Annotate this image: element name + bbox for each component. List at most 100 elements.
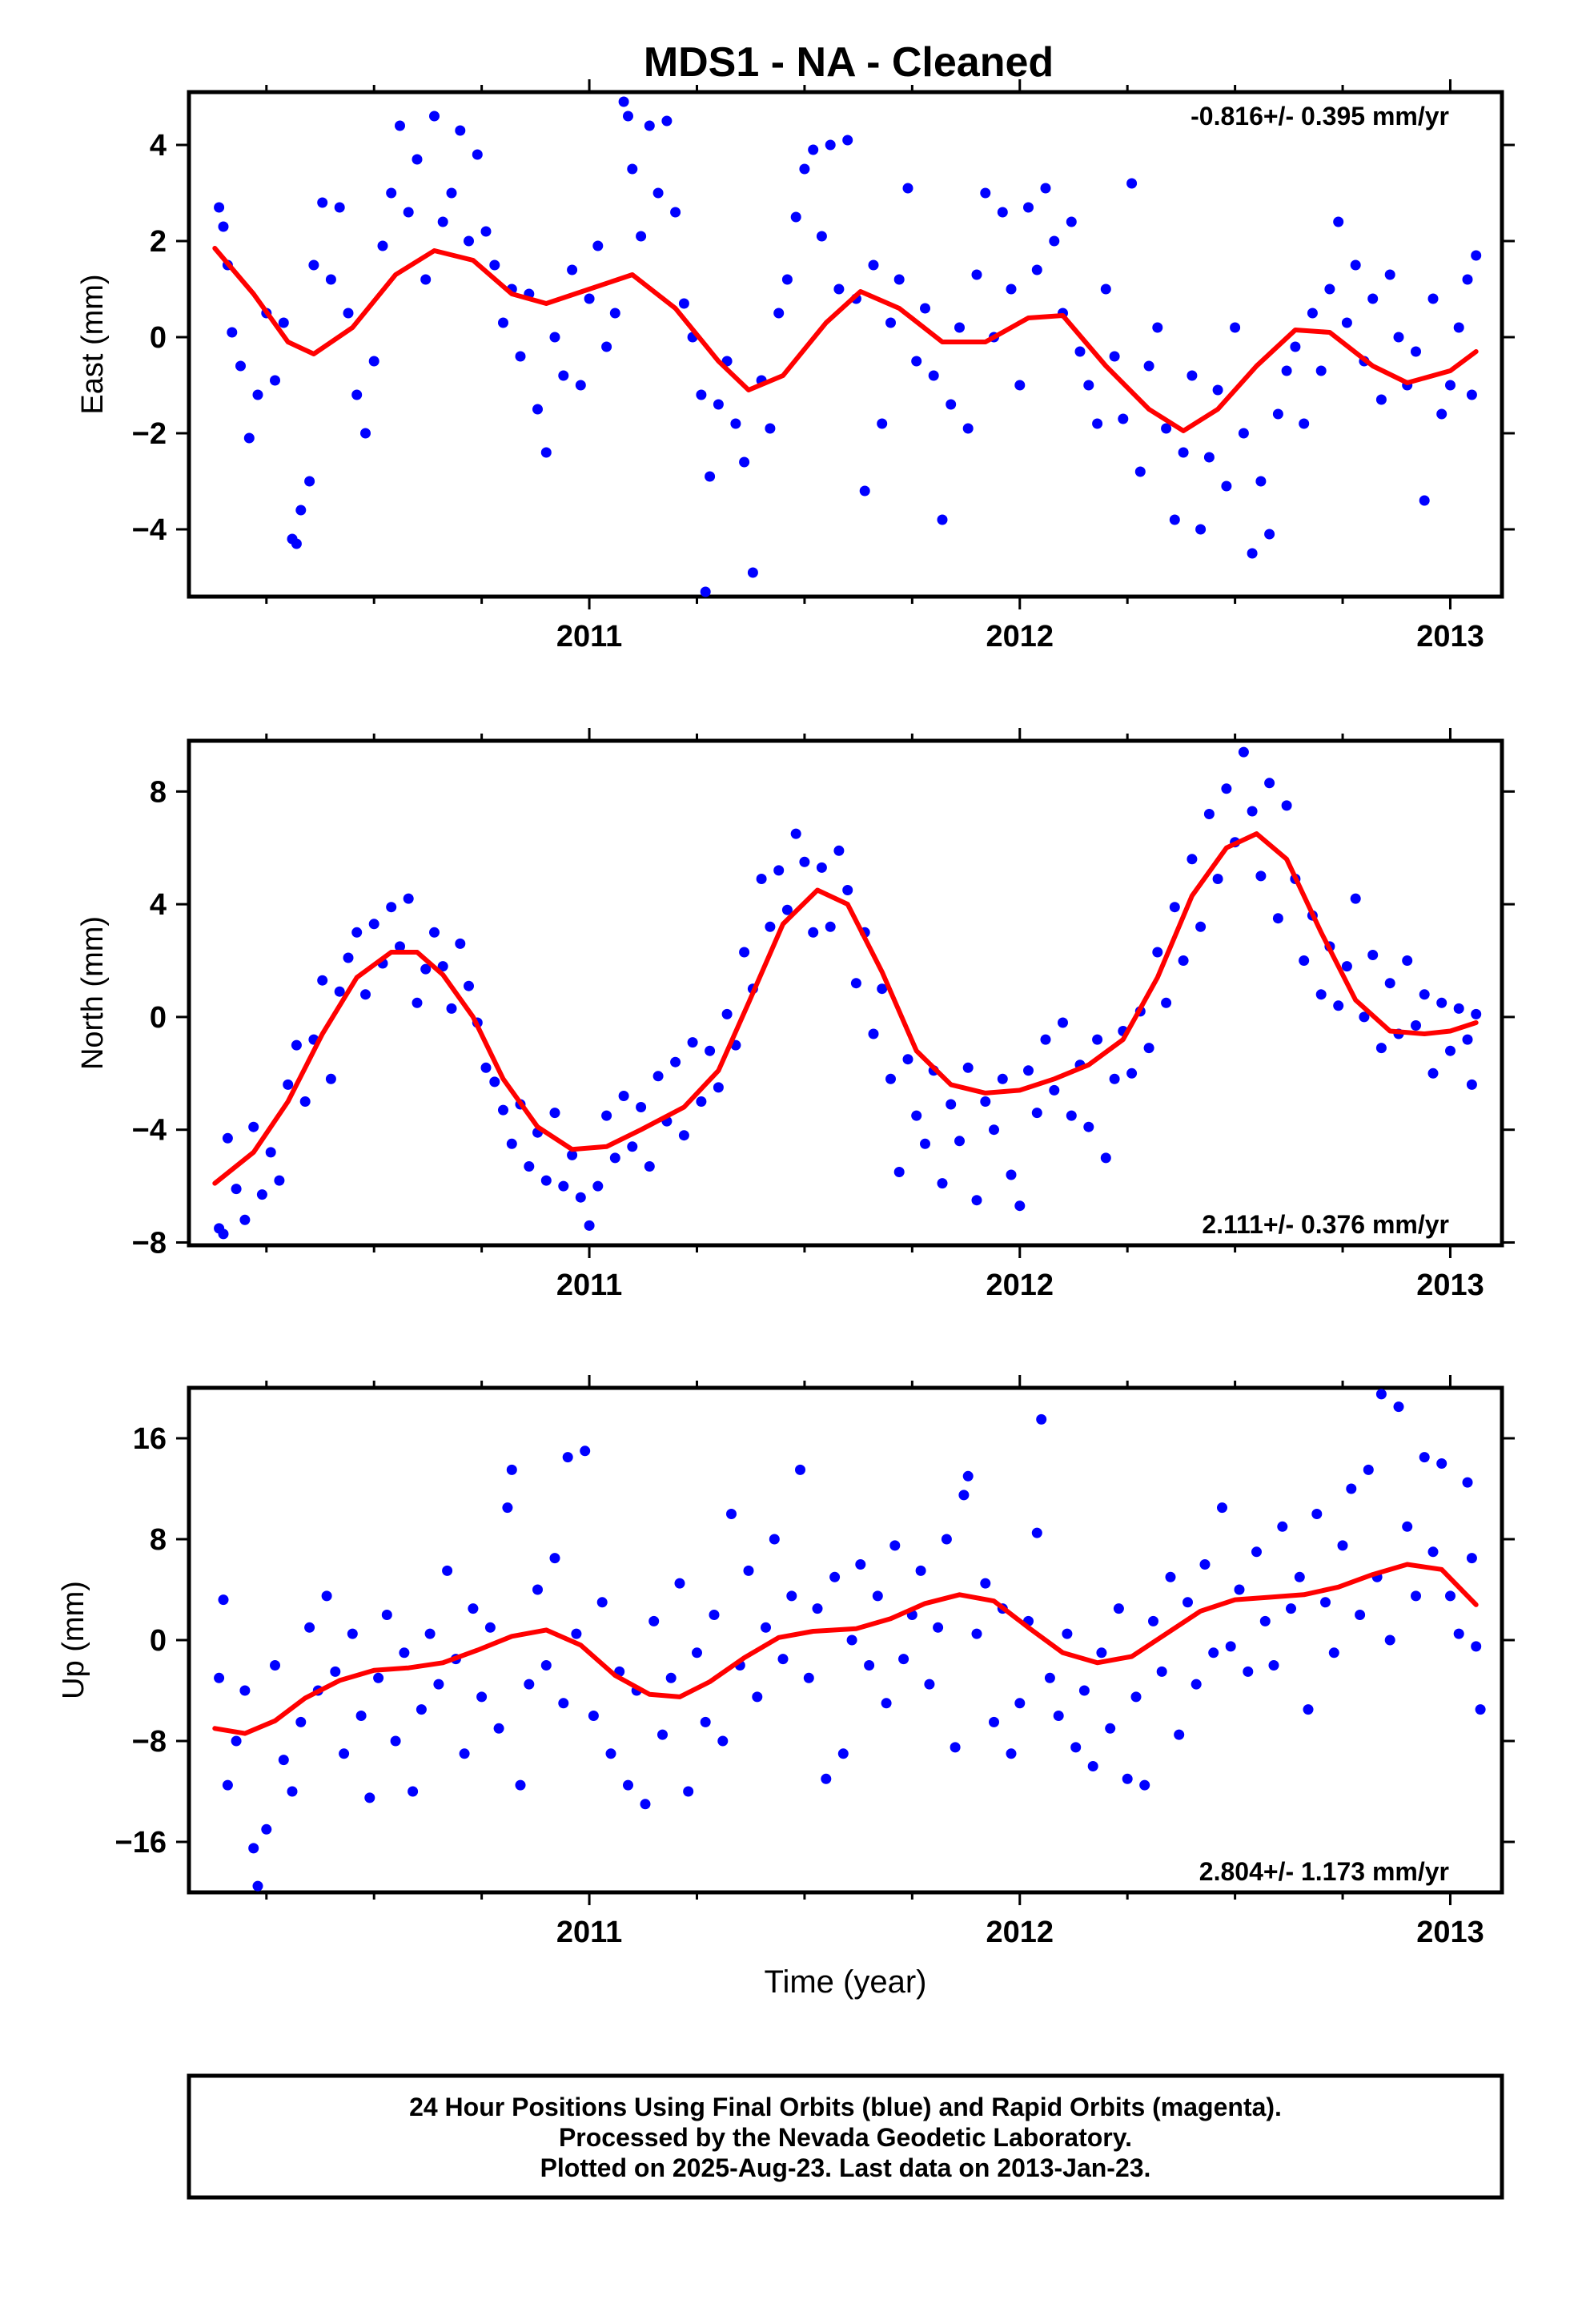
panel-up-data-point	[1062, 1628, 1073, 1639]
panel-north-data-point	[937, 1178, 948, 1189]
panel-north-data-point	[816, 862, 827, 873]
panel-east-data-point	[446, 187, 457, 199]
panel-north-data-point	[274, 1175, 285, 1186]
panel-up-ytick-label: −8	[132, 1725, 167, 1759]
panel-up-data-point	[1427, 1546, 1439, 1558]
panel-east-data-point	[549, 332, 560, 343]
panel-up-data-point	[1031, 1527, 1042, 1538]
panel-east-data-point	[816, 231, 827, 242]
panel-up-data-point	[1234, 1584, 1245, 1595]
panel-north-data-point	[713, 1082, 724, 1093]
panel-east-data-point	[1255, 476, 1267, 487]
panel-east-data-point	[1307, 308, 1318, 319]
panel-up-data-point	[390, 1735, 401, 1747]
panel-north-data-point	[1023, 1065, 1034, 1076]
panel-north-data-point	[567, 1149, 578, 1160]
panel-east-data-point	[962, 423, 974, 434]
panel-up-data-point	[1113, 1603, 1124, 1614]
panel-east-data-point	[1221, 480, 1232, 492]
panel-north-data-point	[506, 1138, 517, 1149]
panel-north-data-point	[420, 963, 432, 975]
panel-up-frame	[187, 1385, 1504, 1895]
panel-north-rate: 2.111+/- 0.376 mm/yr	[1202, 1210, 1449, 1239]
panel-north-data-point	[808, 927, 819, 938]
panel-east-data-point	[808, 144, 819, 155]
panel-east: 2011 2012 2013 4 2 0 −2 −4 East (mm) -0.816+/- …	[76, 79, 1515, 653]
panel-east-data-point	[1083, 380, 1094, 391]
panel-up-data-point	[872, 1590, 883, 1602]
panel-up-data-point	[1156, 1666, 1167, 1677]
panel-north-data-point	[1126, 1068, 1138, 1079]
panel-north-data-point	[592, 1180, 604, 1192]
panel-up-data-point	[1466, 1553, 1477, 1564]
panel-north-data-point	[601, 1110, 612, 1121]
panel-east-data-point	[1143, 360, 1154, 372]
panel-east-data-point	[747, 567, 758, 578]
panel-up-data-point	[1337, 1540, 1348, 1551]
panel-east-data-point	[1247, 548, 1258, 559]
panel-up-data-point	[1122, 1773, 1133, 1784]
panel-up-data-point	[459, 1748, 470, 1759]
panel-east-data-point	[971, 269, 982, 280]
panel-east-data-point	[885, 317, 896, 328]
panel-east-data-point	[395, 120, 405, 131]
panel-east-data-point	[842, 135, 853, 146]
panel-north-data-point	[446, 1003, 457, 1014]
panel-north-data-point	[868, 1028, 879, 1039]
panel-east-data-point	[1178, 447, 1189, 458]
panel-up-data-point	[399, 1647, 410, 1659]
panel-up-xtick-label: 2011	[556, 1916, 622, 1949]
panel-up-data-point	[1199, 1559, 1211, 1570]
panel-north-data-point	[265, 1147, 276, 1158]
panel-east-data-point	[1074, 346, 1086, 357]
panel-up-data-point	[252, 1880, 263, 1892]
panel-east-data-point	[1462, 274, 1473, 285]
panel-north-data-point	[575, 1192, 586, 1203]
panel-east-data-point	[1066, 216, 1077, 227]
panel-up-data-point	[1346, 1483, 1357, 1494]
panel-north-data-point	[989, 1124, 999, 1136]
panel-up-rate: 2.804+/- 1.173 mm/yr	[1199, 1857, 1449, 1886]
panel-up-data-point	[623, 1779, 633, 1791]
panel-up-data-point	[524, 1679, 535, 1690]
panel-up-data-point	[1078, 1685, 1090, 1696]
panel-north-data-point	[1315, 989, 1327, 1000]
panel-up-data-point	[761, 1622, 771, 1633]
panel-north-data-point	[283, 1079, 294, 1090]
panel-east-data-point	[351, 389, 363, 400]
panel-north-data-point	[902, 1054, 913, 1065]
panel-north-data-point	[368, 919, 379, 930]
panel-up-data-point	[752, 1691, 763, 1703]
panel-up-data-point	[812, 1603, 823, 1614]
panel-up-data-point	[304, 1622, 315, 1633]
panel-up-data-point	[1393, 1401, 1404, 1413]
panel-up-data-point	[971, 1628, 982, 1639]
panel-up-data-point	[364, 1792, 375, 1803]
panel-up-data-point	[506, 1464, 517, 1475]
panel-north-data-point	[825, 921, 836, 932]
panel-east-data-point	[1049, 235, 1060, 247]
panel-east-xtick-label: 2011	[556, 620, 622, 653]
panel-up-data-point	[1096, 1647, 1107, 1659]
panel-north-ylabel: North (mm)	[76, 916, 110, 1070]
panel-up-data-point	[231, 1735, 242, 1747]
panel-north-data-point	[437, 961, 448, 972]
panel-up-data-point	[640, 1799, 651, 1810]
panel-east-data-point	[1118, 413, 1129, 424]
panel-north-data-point	[231, 1184, 242, 1195]
panel-north-data-point	[1281, 800, 1292, 811]
panel-east-data-point	[270, 375, 280, 386]
panel-east-ytick-label: −4	[132, 513, 167, 547]
panel-up-data-point	[270, 1660, 280, 1671]
panel-east-data-point	[584, 293, 595, 304]
panel-up-data-point	[1208, 1647, 1219, 1659]
panel-east-data-point	[1264, 529, 1275, 540]
panel-east-data-point	[377, 240, 388, 251]
panel-up-data-point	[1268, 1660, 1279, 1671]
panel-north-data-point	[1152, 947, 1163, 958]
panel-north-data-point	[670, 1056, 681, 1068]
panel-east-data-point	[997, 207, 1008, 218]
panel-north-data-point	[997, 1073, 1008, 1084]
panel-east-data-point	[1324, 283, 1335, 295]
